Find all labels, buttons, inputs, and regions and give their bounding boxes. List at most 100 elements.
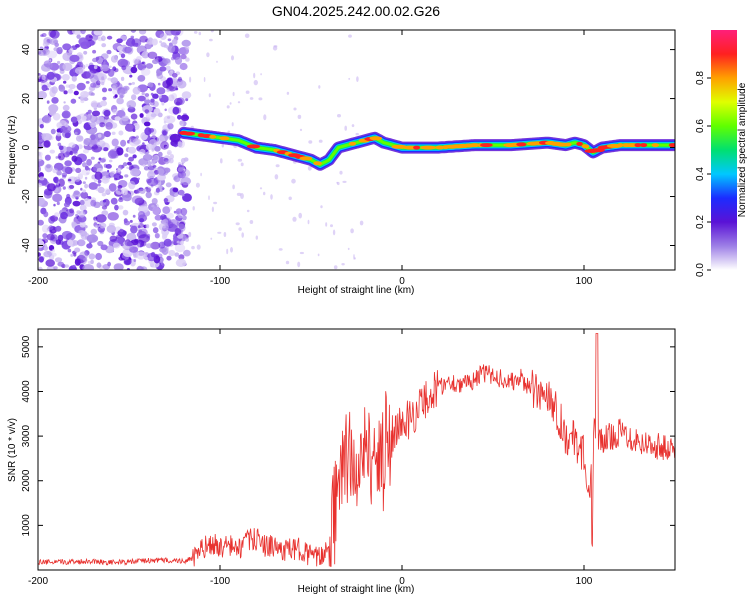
noise-blob (42, 114, 52, 124)
colorbar-gradient (711, 30, 737, 270)
noise-blob (308, 140, 313, 144)
noise-blob (180, 54, 187, 60)
noise-blob (38, 51, 42, 55)
noise-blob (162, 58, 171, 64)
noise-blob (119, 50, 123, 55)
noise-blob (102, 199, 107, 203)
noise-blob (150, 155, 158, 161)
noise-blob (138, 229, 143, 233)
noise-blob (58, 120, 67, 127)
y-tick-label: 0 (21, 144, 32, 150)
noise-blob (152, 227, 159, 234)
noise-blob (291, 178, 296, 184)
noise-blob (213, 201, 218, 205)
noise-blob (325, 222, 328, 227)
noise-blob (91, 167, 98, 172)
noise-blob (168, 249, 176, 257)
snr-frame (37, 328, 676, 571)
noise-blob (142, 164, 146, 168)
noise-blob (141, 51, 150, 59)
noise-blob (160, 42, 167, 48)
noise-blob (332, 229, 336, 236)
noise-blob (237, 158, 243, 162)
noise-blob (60, 124, 72, 134)
noise-blob (181, 91, 192, 99)
noise-blob (355, 132, 359, 136)
noise-blob (63, 202, 70, 208)
noise-blob (70, 116, 78, 123)
noise-blob (131, 195, 144, 204)
noise-blob (249, 220, 254, 224)
noise-blob (131, 38, 142, 48)
noise-blob (61, 74, 70, 81)
noise-blob (307, 165, 312, 171)
noise-blob (76, 153, 88, 163)
y-tick-label: -40 (21, 238, 32, 253)
noise-blob (55, 156, 59, 159)
noise-blob (121, 231, 126, 236)
noise-blob (347, 247, 350, 251)
noise-blob (57, 142, 62, 147)
noise-blob (151, 222, 157, 227)
ridge-peak (209, 134, 217, 139)
noise-blob (177, 141, 183, 148)
noise-blob (97, 183, 101, 187)
x-tick-label: 0 (399, 276, 405, 287)
noise-blob (144, 256, 149, 261)
noise-blob (106, 35, 113, 40)
noise-blob (67, 88, 74, 94)
noise-blob (275, 164, 280, 168)
noise-blob (146, 233, 151, 239)
x-tick-label: 100 (576, 576, 593, 587)
noise-blob (121, 115, 129, 122)
noise-blob (156, 87, 166, 95)
noise-blob (44, 154, 51, 161)
noise-blob (359, 220, 364, 226)
noise-blob (229, 102, 232, 105)
noise-blob (185, 237, 190, 242)
noise-blob (211, 206, 214, 213)
noise-blob (88, 64, 96, 71)
noise-blob (180, 177, 192, 186)
noise-blob (161, 234, 167, 240)
noise-blob (71, 155, 78, 162)
noise-blob (93, 65, 98, 70)
noise-blob (217, 231, 222, 234)
noise-blob (79, 204, 87, 211)
noise-blob (84, 165, 89, 171)
noise-blob (46, 50, 58, 59)
noise-blob (145, 191, 152, 199)
noise-blob (161, 101, 165, 106)
noise-blob (108, 183, 117, 192)
noise-blob (181, 193, 185, 197)
noise-blob (137, 225, 141, 229)
noise-blob (77, 215, 87, 223)
noise-blob (90, 259, 94, 265)
noise-blob (122, 241, 134, 251)
snr-panel: -200 -100 0 100 1000 2000 3000 4000 5000 Height… (7, 328, 676, 595)
noise-blob (150, 113, 157, 118)
noise-blob (91, 175, 96, 180)
noise-blob (58, 178, 65, 187)
noise-blob (171, 39, 178, 45)
ridge-peak (564, 142, 572, 147)
ridge-peak (576, 141, 583, 146)
noise-blob (54, 257, 63, 263)
noise-blob (90, 138, 98, 146)
noise-blob (38, 219, 44, 226)
y-tick-label: 1000 (21, 514, 32, 537)
noise-blob (159, 33, 167, 40)
noise-blob (161, 219, 169, 226)
noise-blob (81, 115, 87, 121)
noise-blob (90, 121, 96, 129)
noise-blob (94, 225, 99, 228)
noise-blob (182, 193, 192, 202)
noise-blob (70, 253, 74, 257)
noise-blob (178, 254, 185, 260)
noise-blob (299, 128, 303, 132)
noise-blob (38, 256, 44, 263)
x-tick-label: -200 (28, 276, 48, 287)
noise-blob (147, 171, 156, 179)
noise-blob (253, 72, 256, 79)
noise-blob (116, 38, 123, 44)
